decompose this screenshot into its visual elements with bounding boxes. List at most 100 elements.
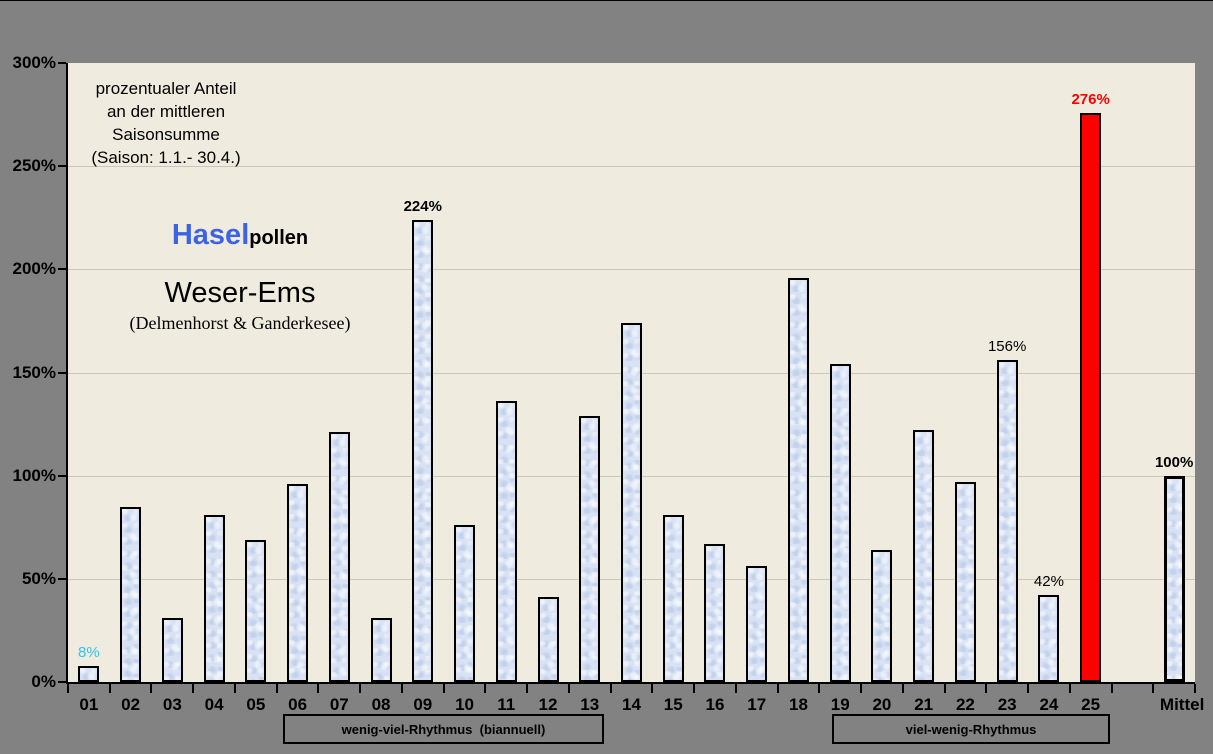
bar-06 (287, 483, 309, 682)
x-axis-tick-23 (1027, 684, 1030, 693)
x-axis-tick-7 (359, 684, 362, 693)
x-axis-tick-14 (651, 684, 654, 693)
series-title-pollen: pollen (249, 227, 309, 249)
bar-05 (245, 539, 267, 682)
bar-value-label-25: 276% (1071, 90, 1110, 108)
x-axis-label-04: 04 (204, 695, 224, 714)
x-axis-tick-8 (400, 684, 403, 693)
x-axis-tick-6 (317, 684, 320, 693)
x-axis-label-14: 14 (622, 695, 641, 714)
x-axis-label-16: 16 (705, 695, 725, 714)
x-axis-tick-12 (567, 684, 570, 693)
x-axis-tick-19 (860, 684, 863, 693)
group-label-viel-wenig: viel-wenig-Rhythmus (832, 714, 1110, 744)
y-axis-tick-300 (58, 62, 66, 64)
x-axis-label-15: 15 (663, 695, 683, 714)
x-axis-label-02: 02 (121, 695, 141, 714)
x-axis-label-10: 10 (455, 695, 474, 714)
group-label-viel-wenig-text: viel-wenig-Rhythmus (905, 721, 1037, 737)
bar-21 (913, 430, 935, 682)
x-axis-tick-25 (1110, 684, 1113, 693)
x-axis-label-05: 05 (246, 695, 266, 714)
region-subtitle: (Delmenhorst & Ganderkesee) (129, 313, 351, 333)
x-axis-tick-20 (901, 684, 904, 693)
region-title: Weser-Ems (164, 277, 316, 309)
gridline-200 (68, 269, 1195, 271)
bar-04 (203, 514, 225, 682)
x-axis-label-22: 22 (955, 695, 975, 714)
y-axis-tick-150 (58, 371, 66, 374)
bar-16 (704, 543, 726, 682)
bar-Mittel (1163, 475, 1185, 682)
bar-22 (954, 481, 976, 682)
bar-07 (328, 432, 350, 682)
y-axis-tick-250 (58, 165, 66, 168)
group-label-wenig-viel-text: wenig-viel-Rhythmus (biannuell) (341, 721, 546, 737)
x-axis-tick-9 (442, 684, 445, 693)
bar-10 (454, 525, 476, 682)
bar-15 (662, 514, 684, 682)
y-axis-tick-100 (58, 474, 66, 477)
x-axis-label-11: 11 (497, 695, 516, 714)
y-axis-label-50: 50% (21, 568, 56, 588)
bar-value-label-01: 8% (78, 643, 100, 661)
x-axis-tick-27 (1194, 684, 1196, 693)
x-axis-label-20: 20 (872, 695, 892, 714)
x-axis-tick-5 (275, 684, 278, 693)
x-axis-label-17: 17 (747, 695, 767, 714)
y-axis-label-100: 100% (12, 465, 56, 485)
x-axis-tick-4 (233, 684, 236, 693)
x-axis-tick-2 (150, 684, 153, 693)
bar-value-label-Mittel: 100% (1154, 453, 1194, 471)
x-axis-tick-11 (526, 684, 529, 693)
annotation-line-2: an der mittleren (106, 102, 226, 121)
annotation-line-3: Saisonsumme (112, 125, 220, 144)
x-axis-tick-21 (943, 684, 946, 693)
bar-17 (746, 566, 768, 682)
x-axis-label-19: 19 (830, 695, 850, 714)
bar-08 (370, 618, 392, 682)
y-axis-tick-0 (58, 681, 66, 683)
x-axis-tick-1 (108, 684, 111, 693)
y-axis-label-300: 300% (12, 53, 56, 72)
bar-14 (621, 322, 642, 682)
x-axis-label-21: 21 (914, 695, 934, 714)
x-axis-label-08: 08 (371, 695, 391, 714)
bar-12 (537, 597, 559, 682)
bar-20 (871, 549, 893, 682)
x-axis-tick-15 (693, 684, 696, 693)
bar-03 (161, 618, 183, 682)
bar-value-label-24: 42% (1033, 573, 1064, 591)
axis-annotation: prozentualer Anteil an der mittleren Sai… (85, 77, 247, 169)
bar-09 (412, 219, 434, 682)
group-label-wenig-viel: wenig-viel-Rhythmus (biannuell) (283, 714, 604, 744)
x-axis-label-09: 09 (413, 695, 433, 714)
x-axis-label-25: 25 (1081, 695, 1101, 714)
x-axis-label-18: 18 (788, 695, 808, 714)
y-axis-tick-50 (58, 577, 66, 580)
x-axis-tick-13 (609, 684, 612, 693)
y-axis-label-150: 150% (12, 362, 56, 382)
x-axis-tick-16 (734, 684, 737, 693)
y-axis-label-0: 0% (31, 672, 56, 691)
plot-area: 8% 224% 156% 42% 276% 100% (66, 63, 1195, 684)
series-title-hasel: Hasel (171, 219, 250, 251)
bar-11 (495, 401, 517, 682)
gridline-250 (68, 166, 1195, 168)
x-axis-tick-26 (1152, 684, 1155, 693)
x-axis-tick-17 (776, 684, 779, 693)
x-axis-tick-18 (818, 684, 821, 693)
annotation-line-1: prozentualer Anteil (95, 79, 237, 98)
x-axis-tick-3 (192, 684, 195, 693)
bar-value-label-23: 156% (987, 338, 1027, 356)
bar-13 (579, 415, 601, 682)
bar-value-label-09: 224% (403, 197, 442, 215)
y-axis-label-250: 250% (12, 156, 56, 176)
x-axis-tick-10 (484, 684, 487, 693)
series-title: Haselpollen (110, 219, 370, 252)
bar-19 (829, 364, 851, 682)
x-axis-label-03: 03 (162, 695, 182, 714)
x-axis-tick-22 (985, 684, 988, 693)
bar-23 (996, 360, 1018, 682)
